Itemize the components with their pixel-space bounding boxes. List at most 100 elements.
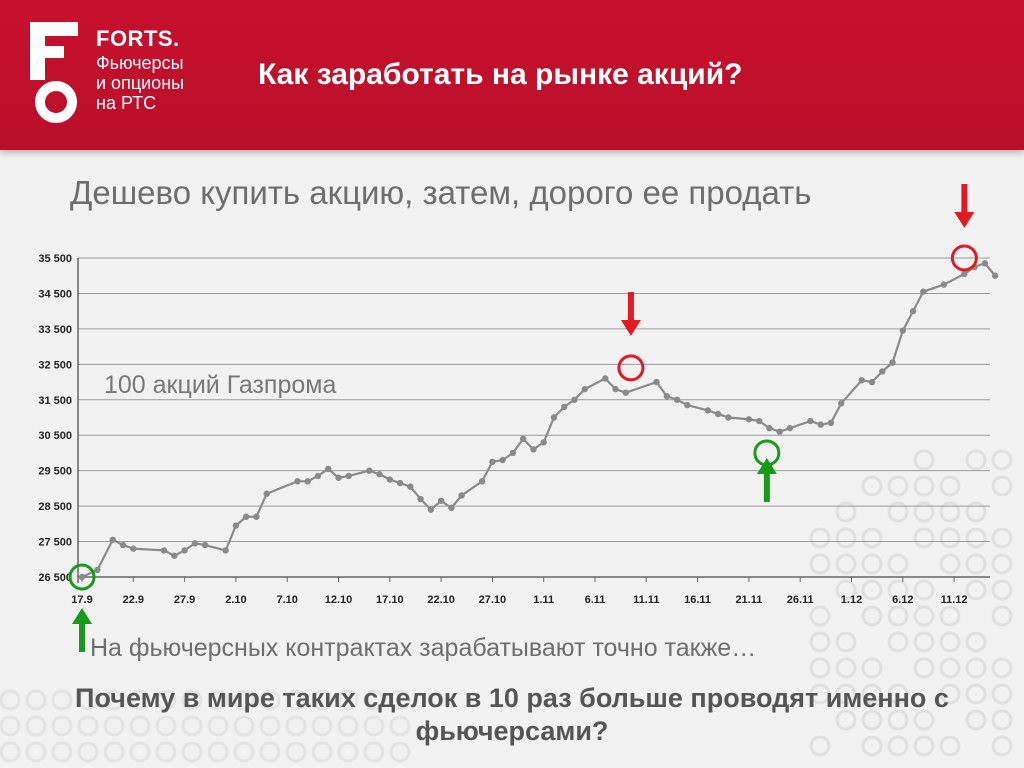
x-tick-label: 1.12 [841, 594, 862, 606]
bg-dot [939, 657, 961, 679]
bg-dot [887, 579, 909, 601]
data-point [602, 375, 609, 382]
data-point [191, 540, 199, 547]
bg-dot [991, 657, 1013, 679]
data-point [396, 479, 404, 487]
x-tick-label: 27.10 [479, 594, 507, 606]
bg-dot [991, 579, 1013, 601]
data-point [879, 368, 886, 375]
x-tick-label: 21.11 [735, 594, 762, 606]
data-point [263, 490, 270, 497]
bg-dot [835, 553, 857, 575]
data-point [786, 424, 794, 432]
bg-dot [285, 689, 307, 711]
brand-tagline: Фьючерсы и опционы на РТС [96, 53, 236, 113]
x-tick-label: 26.11 [787, 594, 814, 606]
bg-dot [861, 579, 883, 601]
data-point [550, 414, 558, 421]
bg-dot [285, 741, 307, 763]
y-tick-label: 35 500 [38, 253, 72, 265]
data-point [366, 467, 373, 474]
bg-dot [129, 715, 151, 737]
data-point [530, 446, 537, 453]
bg-dot [51, 689, 73, 711]
y-tick-label: 32 500 [38, 359, 72, 371]
data-point [171, 552, 178, 559]
data-point [109, 536, 116, 543]
series-line [81, 262, 996, 578]
x-tick-label: 22.10 [427, 594, 455, 606]
data-point [807, 417, 814, 425]
bg-dot [965, 657, 987, 679]
x-tick-label: 1.11 [533, 594, 554, 606]
bg-dot [965, 501, 987, 523]
bg-dot [939, 683, 961, 705]
y-tick-label: 31 500 [38, 395, 72, 407]
y-tick-label: 33 500 [38, 324, 72, 336]
data-point [478, 478, 486, 485]
question-text: Почему в мире таких сделок в 10 раз боль… [75, 683, 949, 746]
data-point [653, 378, 660, 386]
bg-dot [25, 715, 47, 737]
data-point [755, 417, 763, 425]
bg-dot [809, 657, 831, 679]
buy-arrow-icon-head [756, 458, 777, 474]
bg-dot [861, 527, 883, 549]
bg-dot [835, 501, 857, 523]
data-point [222, 547, 229, 554]
x-tick-label: 6.11 [585, 594, 606, 606]
data-point [314, 472, 322, 480]
bg-dot [835, 709, 857, 731]
bg-dot [913, 735, 935, 757]
bg-dot [311, 741, 333, 763]
bg-dot [991, 553, 1013, 575]
bg-dot [835, 579, 857, 601]
chart-annotation: 100 акций Газпрома [104, 371, 336, 399]
bg-dot [363, 741, 385, 763]
bg-dot [861, 735, 883, 757]
bg-dot [233, 689, 255, 711]
bg-dot [965, 449, 987, 471]
x-tick-label: 6.12 [892, 594, 913, 606]
data-point [232, 522, 240, 529]
data-point [684, 401, 691, 409]
buy-arrow-icon-shaft [79, 622, 85, 652]
bg-dot [913, 501, 935, 523]
data-point [304, 478, 311, 485]
bg-dot [389, 689, 411, 711]
y-tick-label: 30 500 [38, 430, 72, 442]
data-point [386, 476, 393, 483]
tagline-line-1: Фьючерсы [96, 53, 184, 73]
data-point [581, 385, 588, 393]
bg-dot [809, 527, 831, 549]
bg-dot [991, 735, 1013, 757]
header-bar: FORTS. Фьючерсы и опционы на РТС Как зар… [0, 0, 1024, 150]
page-subtitle: Дешево купить акцию, затем, дорого ее пр… [70, 174, 812, 211]
data-point [725, 414, 732, 421]
bg-dot [103, 715, 125, 737]
bg-dot [965, 683, 987, 705]
bg-dot [809, 553, 831, 575]
bg-dot [887, 553, 909, 575]
data-point [858, 377, 865, 384]
futures-note: На фьючерсных контрактах зарабатывают то… [90, 634, 757, 662]
data-point [920, 288, 927, 295]
x-tick-label: 7.10 [276, 594, 297, 606]
sell-arrow-icon [954, 184, 975, 228]
data-point [745, 416, 753, 423]
buy-arrow-icon-head [72, 608, 92, 624]
bg-dot [913, 579, 935, 601]
bg-dot [965, 553, 987, 575]
data-point [437, 497, 445, 504]
y-tick-label: 26 500 [38, 572, 72, 584]
data-point [827, 419, 835, 427]
sell-arrow-icon-head [954, 212, 975, 228]
data-point [889, 359, 896, 366]
bg-dot [809, 683, 831, 705]
bg-dot [835, 631, 857, 653]
bg-dot [887, 605, 909, 627]
bg-dot [913, 657, 935, 679]
buy-arrow-icon [756, 458, 777, 502]
bg-dot [207, 689, 229, 711]
bg-dot [25, 741, 47, 763]
